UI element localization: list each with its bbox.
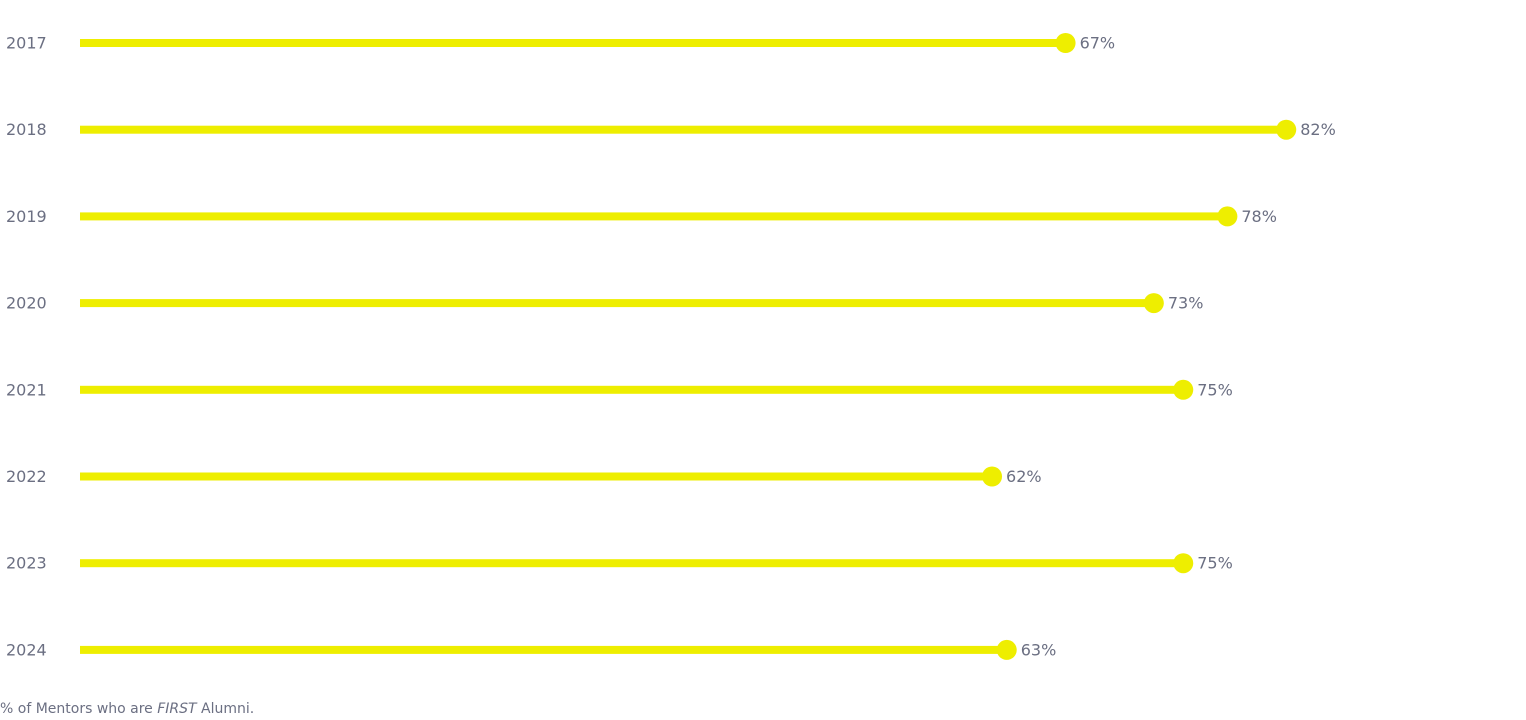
lollipop-dot: [982, 466, 1003, 487]
chart-row-2024: 2024 63%: [6, 639, 1057, 660]
lollipop-stem: [80, 299, 1154, 308]
value-label: 63%: [1021, 640, 1057, 659]
lollipop-dot: [1276, 119, 1297, 140]
category-label: 2018: [6, 120, 47, 139]
lollipop-dot: [996, 639, 1017, 660]
category-label: 2023: [6, 554, 47, 573]
category-label: 2022: [6, 467, 47, 486]
lollipop-dot: [1173, 553, 1194, 574]
caption-prefix: % of Mentors who are: [0, 701, 158, 717]
lollipop-stem: [80, 559, 1184, 568]
lollipop-stem: [80, 645, 1007, 654]
lollipop-stem: [80, 212, 1228, 221]
caption-suffix: Alumni.: [196, 701, 255, 717]
value-label: 62%: [1006, 467, 1042, 486]
value-label: 82%: [1300, 120, 1336, 139]
lollipop-chart: 2017 67% 2018 82% 2019 78% 2020 73% 2021 75% 2022 6…: [6, 33, 1336, 660]
lollipop-stem: [80, 39, 1066, 47]
chart-row-2020: 2020 73%: [6, 293, 1204, 314]
chart-row-2023: 2023 75%: [6, 553, 1233, 574]
lollipop-dot: [1173, 379, 1194, 400]
lollipop-dot: [1143, 293, 1164, 314]
value-label: 75%: [1197, 554, 1233, 573]
caption-emphasis: FIRST: [157, 701, 197, 717]
lollipop-dot: [1217, 206, 1238, 227]
value-label: 73%: [1168, 294, 1204, 313]
value-label: 67%: [1080, 34, 1116, 53]
chart-row-2019: 2019 78%: [6, 206, 1277, 227]
category-label: 2024: [6, 640, 47, 659]
lollipop-dot: [1055, 33, 1076, 53]
chart-row-2018: 2018 82%: [6, 119, 1336, 140]
lollipop-stem: [80, 472, 993, 481]
value-label: 78%: [1241, 207, 1277, 226]
chart-rows: 2017 67% 2018 82% 2019 78% 2020 73% 2021 75% 2022 6…: [6, 33, 1336, 660]
lollipop-stem: [80, 385, 1184, 394]
value-label: 75%: [1197, 380, 1233, 399]
category-label: 2017: [6, 34, 47, 53]
lollipop-stem: [80, 125, 1287, 134]
chart-row-2017: 2017 67%: [6, 33, 1115, 53]
chart-row-2021: 2021 75%: [6, 379, 1233, 400]
chart-caption: % of Mentors who are FIRST Alumni.: [0, 701, 254, 717]
category-label: 2019: [6, 207, 47, 226]
category-label: 2020: [6, 294, 47, 313]
chart-row-2022: 2022 62%: [6, 466, 1042, 487]
category-label: 2021: [6, 380, 47, 399]
